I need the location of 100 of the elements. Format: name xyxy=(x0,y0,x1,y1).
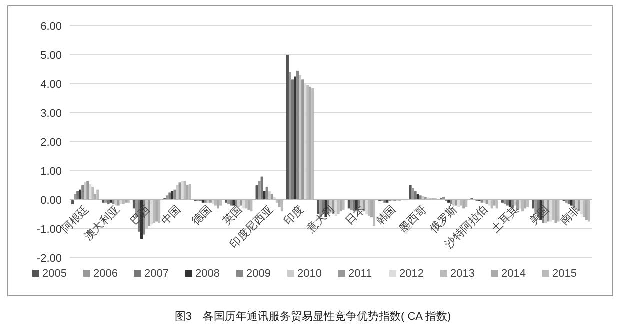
legend-label: 2006 xyxy=(94,268,118,280)
bar xyxy=(102,200,105,203)
legend-label: 2005 xyxy=(42,268,67,280)
bar xyxy=(348,200,350,209)
bar xyxy=(89,184,92,200)
bar xyxy=(171,191,174,200)
bar xyxy=(150,200,154,225)
y-tick-label: 4.00 xyxy=(40,79,62,91)
legend-label: 2007 xyxy=(144,268,169,280)
bar xyxy=(409,186,412,200)
bar xyxy=(176,186,179,200)
x-tick-label: 韩国 xyxy=(374,202,399,228)
bar xyxy=(532,200,535,209)
text: 图3 各国历年通讯服务贸易显性竞争优势指数( CA 指数) xyxy=(174,310,452,323)
bar xyxy=(486,200,488,204)
bar xyxy=(132,200,136,209)
bar xyxy=(76,191,80,200)
bar xyxy=(514,200,516,206)
y-tick-label: -2.00 xyxy=(36,253,62,265)
bar xyxy=(270,194,274,200)
bar xyxy=(263,191,266,200)
bar xyxy=(455,200,458,206)
bar xyxy=(286,55,289,200)
bar xyxy=(452,200,456,206)
bar xyxy=(568,200,570,204)
bar xyxy=(266,186,268,200)
legend-label: 2013 xyxy=(450,268,475,280)
y-tick-label: 5.00 xyxy=(40,50,62,62)
bar xyxy=(412,188,414,200)
bar xyxy=(550,200,552,222)
bar xyxy=(570,200,573,206)
bar xyxy=(278,200,281,208)
bar xyxy=(112,200,115,204)
x-tick-label: 墨西哥 xyxy=(397,204,430,236)
bar xyxy=(419,196,422,200)
x-tick-label: 南非 xyxy=(558,202,583,228)
bar xyxy=(114,200,118,206)
bar xyxy=(334,200,338,216)
x-tick-label: 土耳其 xyxy=(488,202,522,236)
bar xyxy=(79,190,82,200)
bar xyxy=(294,76,297,200)
x-tick-label: 德国 xyxy=(190,204,214,228)
bar xyxy=(580,200,583,214)
bar xyxy=(458,200,460,208)
bar xyxy=(450,200,453,204)
bar xyxy=(82,186,84,200)
bar xyxy=(288,72,292,200)
bar xyxy=(524,200,527,209)
bar xyxy=(506,200,509,206)
bar xyxy=(117,200,120,206)
bar xyxy=(268,191,271,200)
bar xyxy=(350,200,353,210)
bar xyxy=(72,200,74,204)
bar xyxy=(216,200,220,209)
bar xyxy=(174,190,176,200)
bar xyxy=(166,196,169,200)
bar xyxy=(299,75,302,200)
y-tick-label: 3.00 xyxy=(40,108,62,120)
legend-label: 2012 xyxy=(400,268,424,280)
bar xyxy=(260,176,264,200)
legend-label: 2009 xyxy=(246,268,271,280)
bar xyxy=(414,191,417,200)
y-tick-label: -1.00 xyxy=(36,224,62,236)
legend-label: 2014 xyxy=(502,268,526,280)
bar xyxy=(86,181,90,200)
bar xyxy=(352,200,356,212)
legend-label: 2011 xyxy=(348,268,372,280)
bar xyxy=(256,186,258,200)
x-tick-label: 美国 xyxy=(527,202,552,228)
legend-label: 2015 xyxy=(552,268,577,280)
x-tick-label: 巴西 xyxy=(128,204,153,228)
legend-label: 2010 xyxy=(298,268,322,280)
bar xyxy=(292,80,294,200)
bar xyxy=(302,80,304,200)
x-tick-label: 英国 xyxy=(220,202,246,228)
bar xyxy=(504,200,506,204)
y-tick-label: 1.00 xyxy=(40,166,62,178)
y-tick-label: 0.00 xyxy=(40,195,62,207)
bar xyxy=(240,200,243,206)
bar xyxy=(365,200,368,214)
bar xyxy=(84,182,87,200)
x-tick-label: 意大利 xyxy=(304,202,338,236)
bar xyxy=(212,200,214,204)
bar xyxy=(296,70,300,200)
bar xyxy=(242,200,246,209)
bar xyxy=(258,181,261,200)
bar xyxy=(74,194,77,200)
bar xyxy=(230,200,233,206)
bar xyxy=(232,200,236,206)
bar xyxy=(120,200,122,204)
bar xyxy=(519,200,522,209)
x-tick-label: 中国 xyxy=(158,202,184,228)
y-tick-label: 6.00 xyxy=(40,21,62,33)
bar xyxy=(340,200,342,212)
y-tick-label: 2.00 xyxy=(40,137,62,149)
bar xyxy=(416,194,420,200)
bar xyxy=(178,182,182,200)
x-tick-label: 日本 xyxy=(343,202,368,228)
bar xyxy=(107,200,110,204)
bar xyxy=(488,200,491,206)
